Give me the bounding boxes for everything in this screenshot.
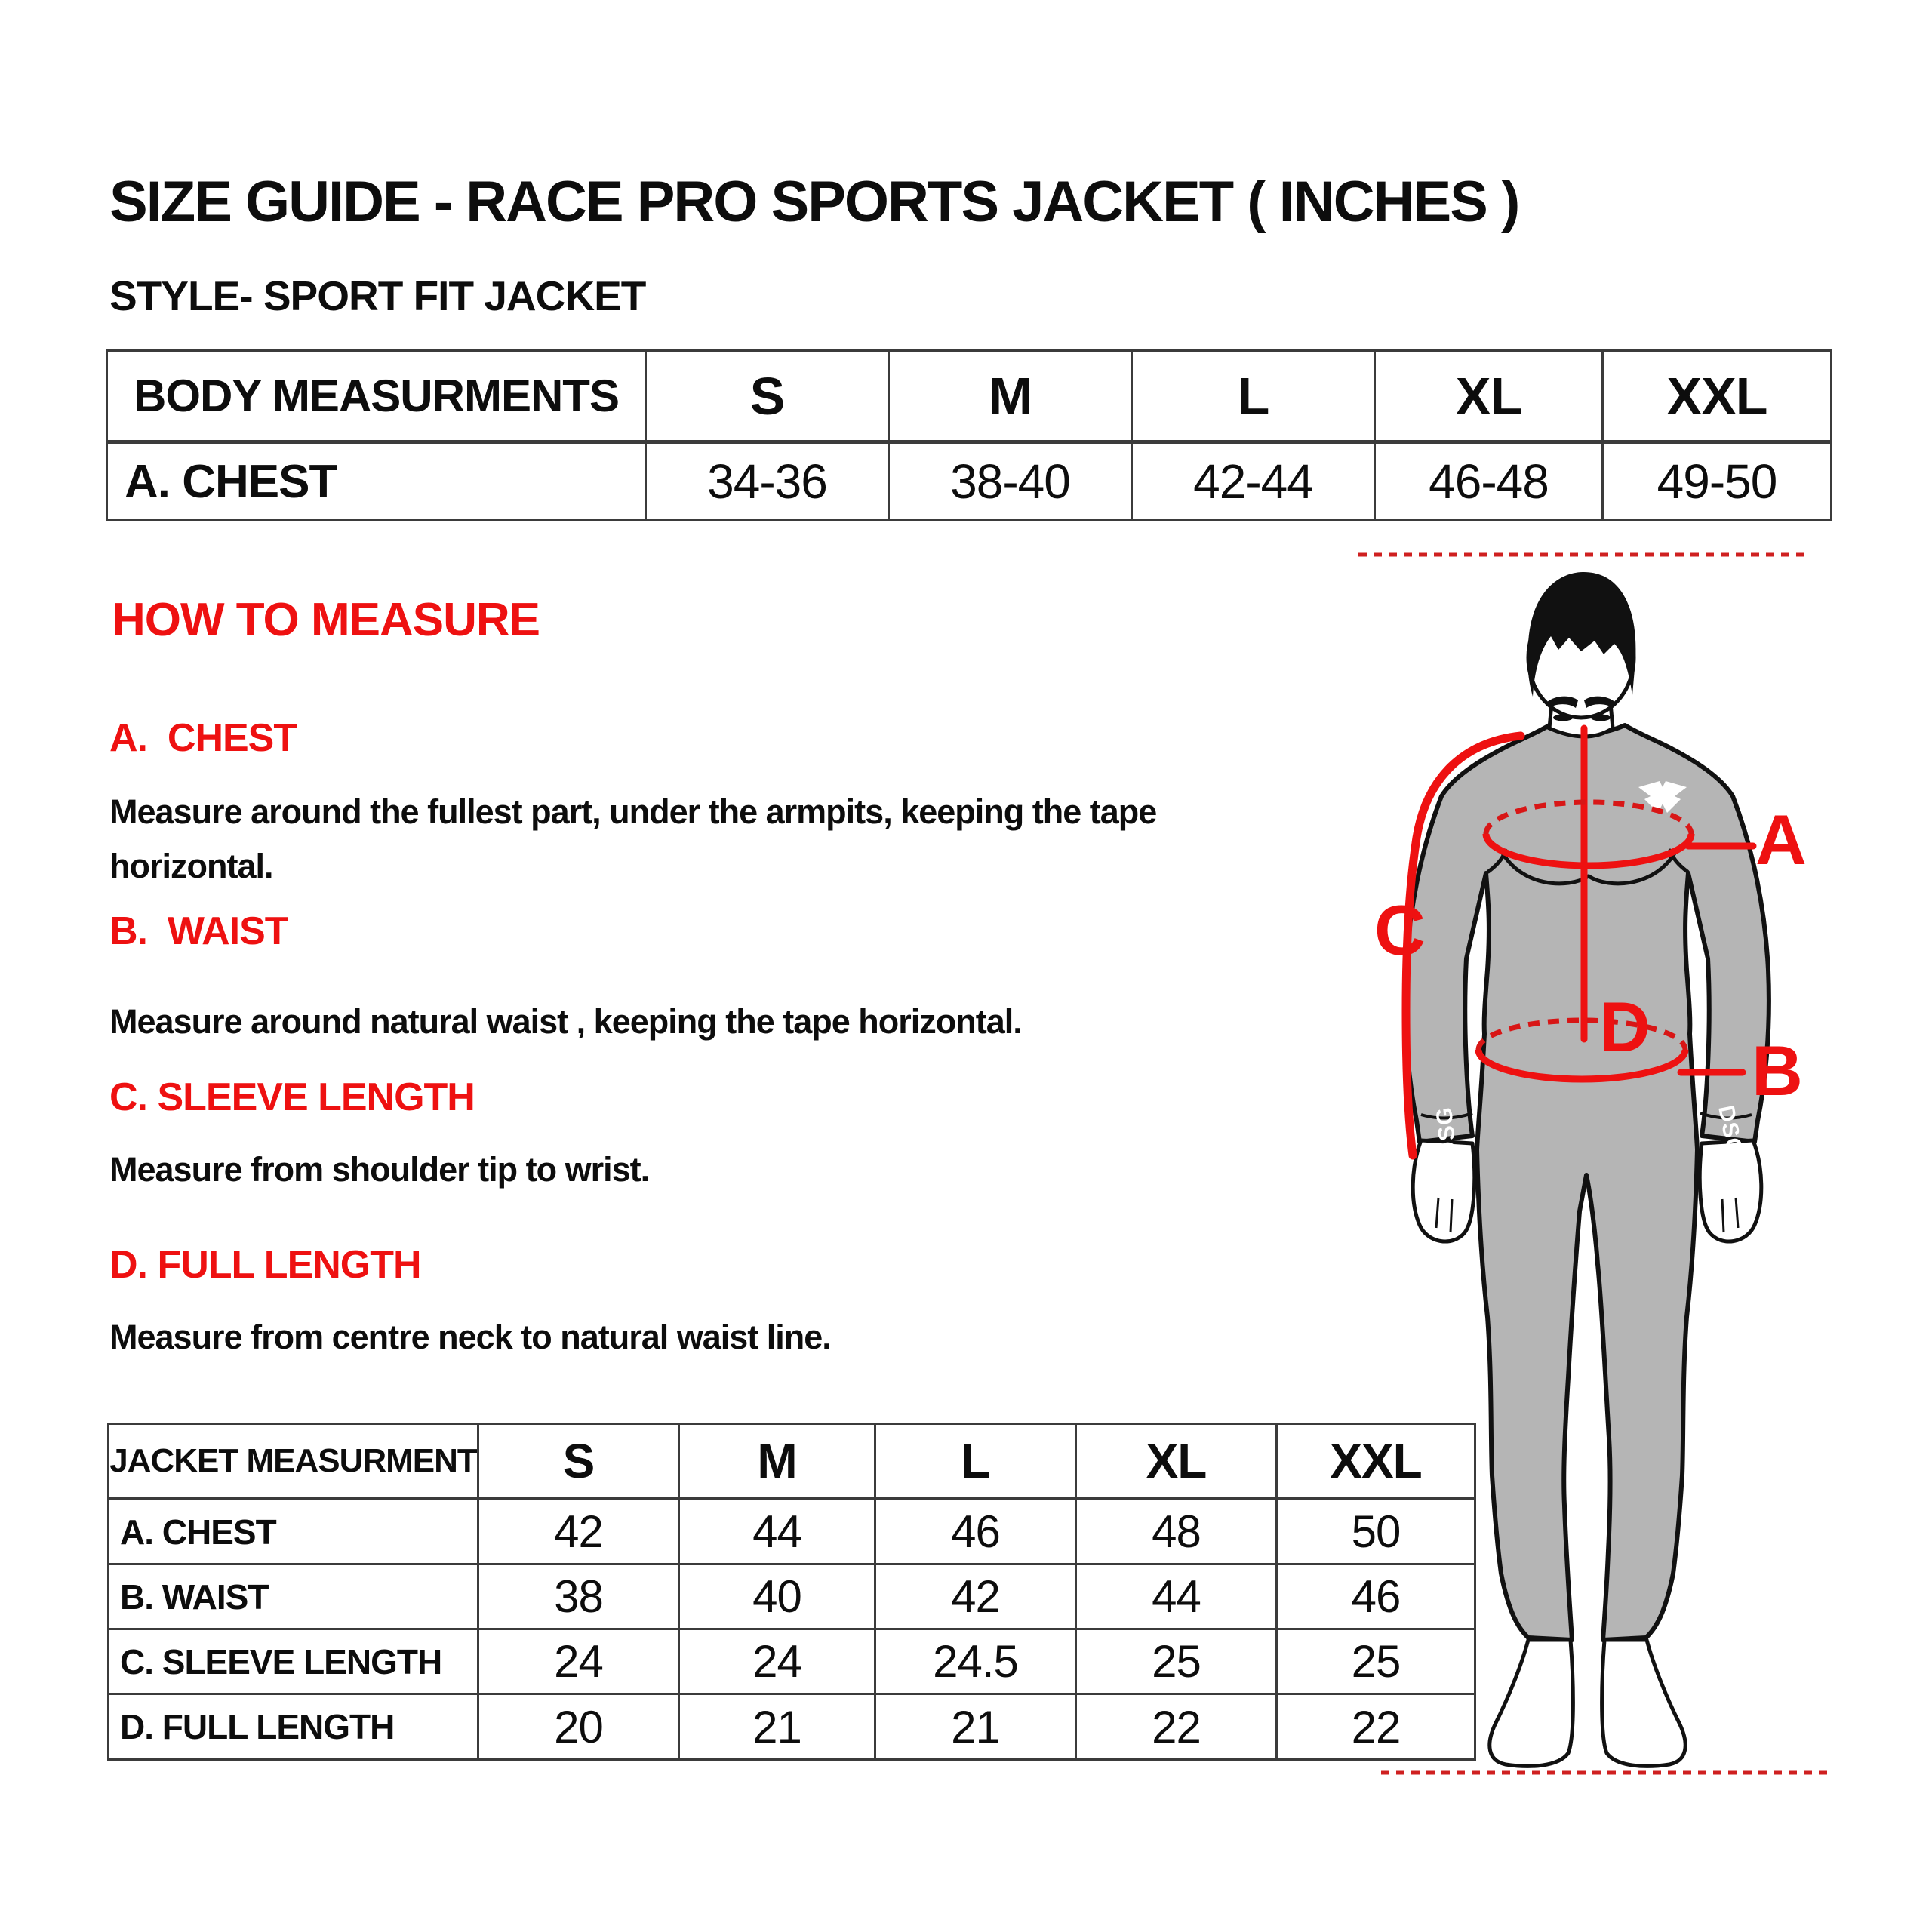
right-pec-line <box>1586 848 1678 886</box>
row-label: B. WAIST <box>109 1565 479 1630</box>
right-hand-finger-lines <box>1721 1197 1740 1233</box>
style-subtitle: STYLE- SPORT FIT JACKET <box>109 272 646 319</box>
table-cell: 22 <box>1077 1695 1278 1758</box>
waist-ellipse-dashed <box>1475 1017 1688 1051</box>
column-header: XL <box>1077 1425 1278 1500</box>
left-hand <box>1411 1138 1477 1244</box>
table-cell: 48 <box>1077 1500 1278 1565</box>
column-header: BODY MEASURMENTS <box>108 352 647 444</box>
right-foot <box>1600 1638 1687 1768</box>
chest-logo-icon <box>1638 781 1687 813</box>
body-measurements-table: BODY MEASURMENTS S M L XL XXL A. CHEST 34-36 38-… <box>106 349 1832 521</box>
column-header: XXL <box>1278 1425 1474 1500</box>
chest-ellipse-solid <box>1482 833 1695 869</box>
left-eye <box>1553 714 1573 721</box>
section-text-chest: Measure around the fullest part, under t… <box>109 792 1157 885</box>
right-eyebrow <box>1584 696 1616 708</box>
section-label-full-length: D. FULL LENGTH <box>109 1243 422 1287</box>
table-cell: 21 <box>680 1695 876 1758</box>
table-cell: 44 <box>1077 1565 1278 1630</box>
left-hand-finger-lines <box>1435 1197 1454 1233</box>
right-cuff-seam <box>1700 1112 1752 1120</box>
body-silhouette <box>1403 723 1771 1642</box>
table-cell: 25 <box>1077 1630 1278 1695</box>
sleeve-measure-curve <box>1401 731 1525 1160</box>
column-header: M <box>890 352 1133 444</box>
table-cell: 34-36 <box>647 444 890 519</box>
row-label: A. CHEST <box>109 1500 479 1565</box>
page-title: SIZE GUIDE - RACE PRO SPORTS JACKET ( IN… <box>109 170 1520 234</box>
column-header: JACKET MEASURMENT <box>109 1425 479 1500</box>
column-header: L <box>876 1425 1077 1500</box>
measurement-figure: DSG DSG A B C D <box>1358 552 1829 1775</box>
left-eyebrow <box>1546 696 1578 708</box>
marker-letter-a: A <box>1755 800 1807 879</box>
table-cell: 49-50 <box>1657 454 1778 509</box>
table-cell: 42 <box>876 1565 1077 1630</box>
row-label: D. FULL LENGTH <box>109 1695 479 1758</box>
table-cell: 40 <box>680 1565 876 1630</box>
table-cell: 42 <box>479 1500 680 1565</box>
how-to-measure-heading: HOW TO MEASURE <box>112 594 540 646</box>
column-header: S <box>479 1425 680 1500</box>
row-label: A. CHEST <box>108 444 647 519</box>
column-header: XL <box>1376 352 1604 444</box>
left-cuff-brand-text: DSG <box>1432 1106 1462 1159</box>
section-label-chest: A. CHEST <box>109 716 297 760</box>
table-cell: 42-44 <box>1133 444 1376 519</box>
hair <box>1527 571 1636 697</box>
left-foot <box>1487 1638 1575 1768</box>
left-cuff-seam <box>1420 1112 1473 1120</box>
table-cell: 24 <box>479 1630 680 1695</box>
waist-ellipse-solid <box>1475 1049 1689 1083</box>
table-cell: 46 <box>876 1500 1077 1565</box>
table-cell: 22 <box>1351 1701 1401 1752</box>
column-header: M <box>680 1425 876 1500</box>
table-cell: 38 <box>479 1565 680 1630</box>
table-cell: 38-40 <box>890 444 1133 519</box>
table-cell: 21 <box>876 1695 1077 1758</box>
column-header: L <box>1133 352 1376 444</box>
section-label-waist: B. WAIST <box>109 909 289 953</box>
section-text-full-length: Measure from centre neck to natural wais… <box>109 1318 832 1356</box>
column-header: S <box>647 352 890 444</box>
table-cell: 46 <box>1278 1565 1474 1630</box>
right-eye <box>1591 714 1611 721</box>
table-cell: 50 <box>1278 1500 1474 1565</box>
section-text-sleeve-length: Measure from shoulder tip to wrist. <box>109 1150 650 1189</box>
table-cell: 20 <box>479 1695 680 1758</box>
table-cell: 24 <box>680 1630 876 1695</box>
column-header: XXL <box>1604 352 1830 444</box>
table-cell: 46-48 <box>1376 444 1604 519</box>
marker-letter-d: D <box>1599 987 1651 1066</box>
table-cell: 24.5 <box>876 1630 1077 1695</box>
row-label: C. SLEEVE LENGTH <box>109 1630 479 1695</box>
right-hand <box>1697 1138 1764 1244</box>
left-pec-line <box>1499 848 1591 886</box>
section-label-sleeve-length: C. SLEEVE LENGTH <box>109 1075 475 1119</box>
table-cell: 44 <box>680 1500 876 1565</box>
marker-letter-c: C <box>1374 891 1426 970</box>
jacket-measurements-table: JACKET MEASURMENT S M L XL XXL A. CHEST 42 44 46 4… <box>107 1423 1476 1761</box>
table-cell: 25 <box>1278 1630 1474 1695</box>
chest-ellipse-dashed <box>1483 799 1694 835</box>
section-text-waist: Measure around natural waist , keeping t… <box>109 1002 1023 1041</box>
marker-letter-b: B <box>1752 1031 1803 1110</box>
